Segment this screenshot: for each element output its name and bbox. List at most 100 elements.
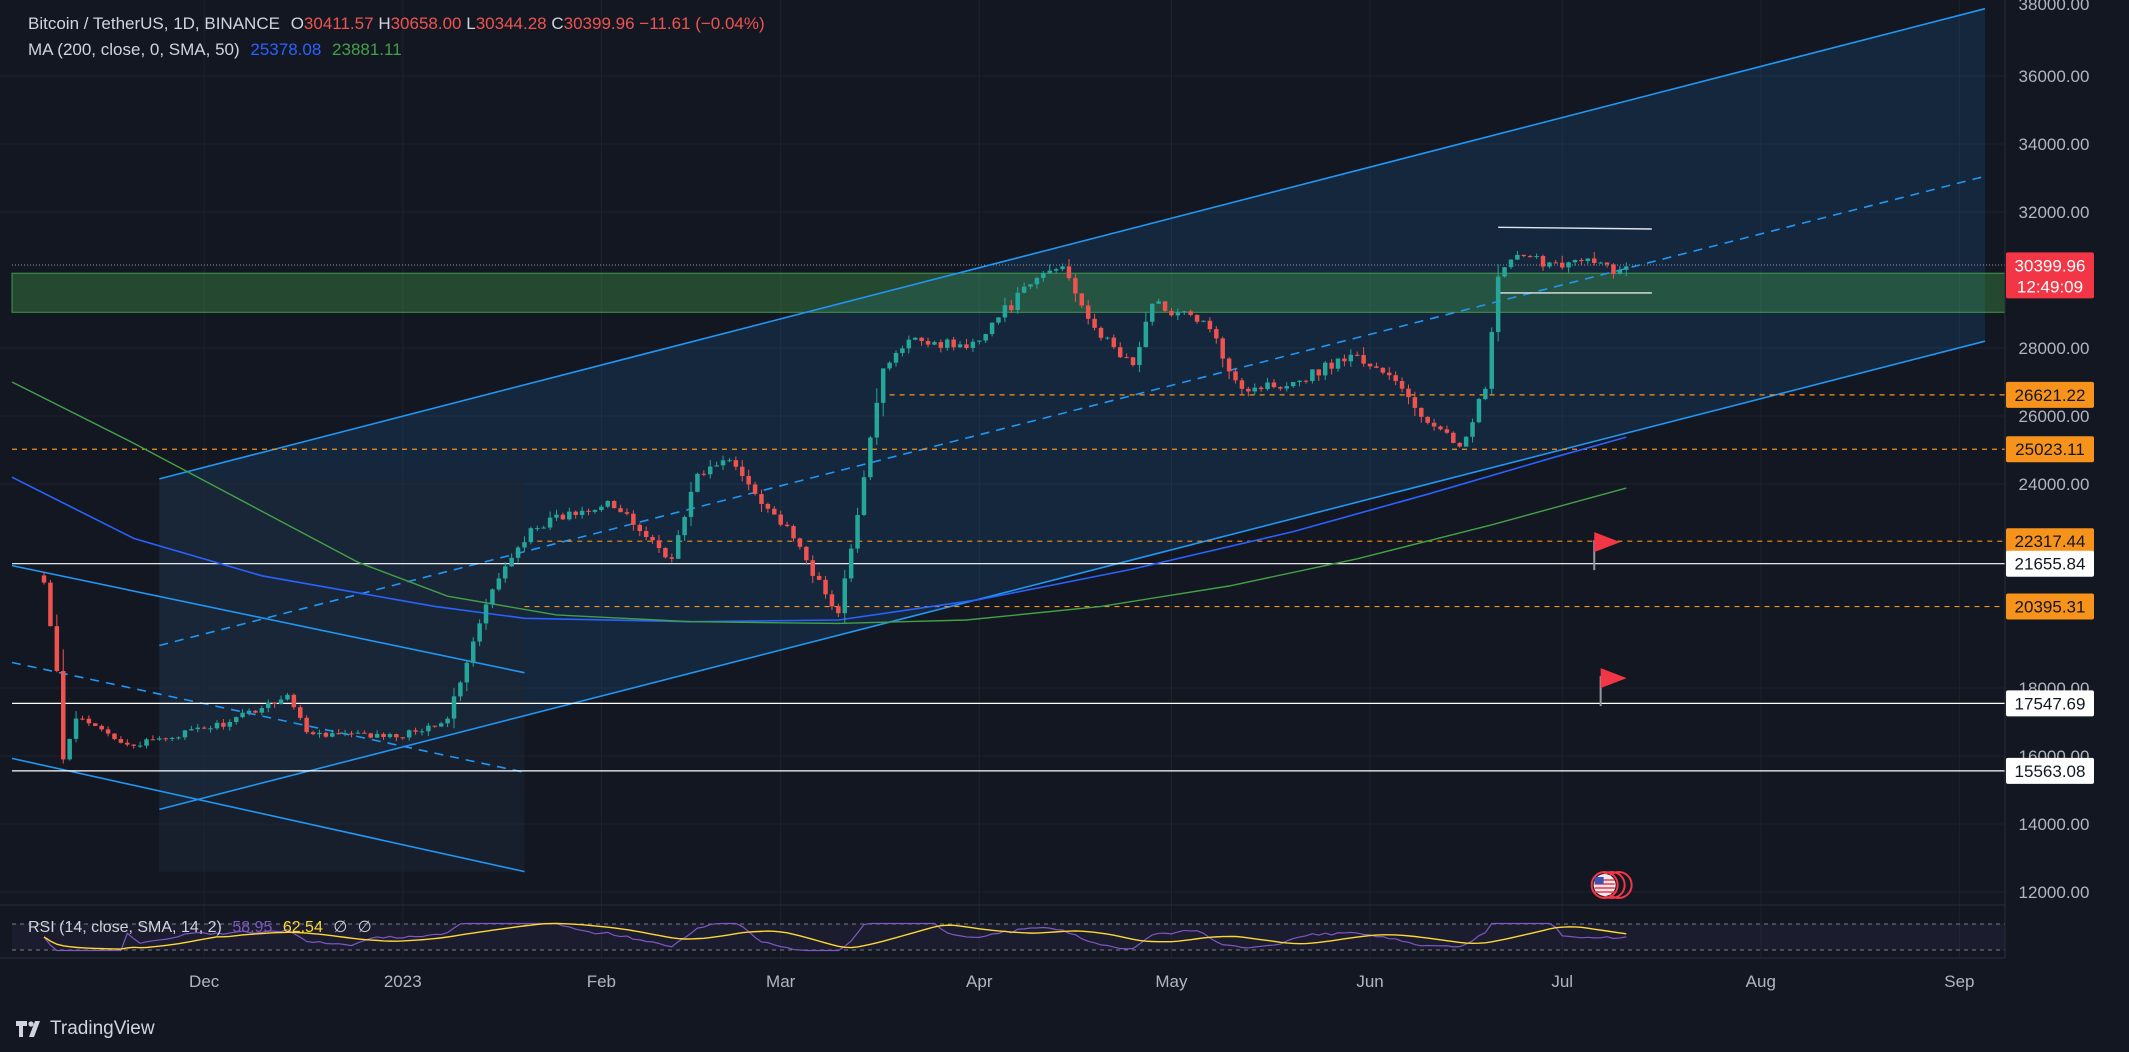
candle-body bbox=[1105, 337, 1110, 339]
level-price-label[interactable] bbox=[2006, 528, 2094, 555]
rsi-ma-line bbox=[43, 922, 1627, 950]
flag-icon[interactable] bbox=[1594, 532, 1621, 553]
candle-body bbox=[1451, 432, 1456, 443]
candle-body bbox=[93, 723, 98, 726]
candle-body bbox=[1252, 387, 1257, 392]
candle-body bbox=[1348, 354, 1354, 362]
symbol-title[interactable]: Bitcoin / TetherUS, 1D, BINANCE bbox=[28, 14, 280, 33]
candle-body bbox=[464, 662, 470, 683]
candle-body bbox=[413, 730, 418, 732]
candle-body bbox=[720, 460, 726, 466]
price-axis[interactable]: 36000.00 34000.00 32000.00 28000.00 26000.00… bbox=[2004, 0, 2094, 958]
candle-body bbox=[1137, 347, 1142, 365]
candle-body bbox=[1559, 262, 1565, 268]
candle-body bbox=[1489, 332, 1494, 389]
candle-body bbox=[637, 524, 643, 532]
level-price-label[interactable] bbox=[2006, 593, 2094, 620]
level-price-label-text: 15563.08 bbox=[2015, 762, 2086, 781]
candle-body bbox=[112, 733, 117, 740]
ma-label[interactable]: MA (200, close, 0, SMA, 50) bbox=[28, 40, 240, 59]
candle-body bbox=[945, 339, 950, 348]
candle-body bbox=[823, 579, 828, 595]
price-tick-label: 12000.00 bbox=[2019, 883, 2090, 902]
candle-body bbox=[1502, 267, 1507, 277]
level-price-label-text: 22317.44 bbox=[2015, 532, 2086, 551]
candle-body bbox=[265, 702, 271, 709]
candle-body bbox=[887, 362, 892, 369]
candle-body bbox=[118, 739, 124, 743]
candle-body bbox=[675, 535, 681, 559]
candle-body bbox=[855, 515, 860, 549]
candle-body bbox=[611, 501, 617, 509]
candle-body bbox=[977, 340, 982, 342]
time-tick-label: May bbox=[1155, 972, 1188, 991]
candle-body bbox=[201, 727, 207, 729]
candle-body bbox=[1463, 436, 1469, 447]
candle-body bbox=[1297, 380, 1302, 382]
level-price-label[interactable] bbox=[2006, 757, 2094, 784]
candle-body bbox=[272, 702, 277, 705]
channel-fill bbox=[159, 8, 1985, 810]
candle-body bbox=[1425, 416, 1430, 423]
candle-body bbox=[195, 727, 201, 730]
candle-body bbox=[605, 501, 610, 507]
candle-body bbox=[1572, 259, 1578, 263]
candle-body bbox=[829, 594, 835, 607]
level-price-label[interactable] bbox=[2006, 690, 2094, 717]
candle-body bbox=[663, 548, 668, 558]
candle-body bbox=[1624, 266, 1629, 270]
price-tick-label: 34000.00 bbox=[2019, 135, 2090, 154]
candle-body bbox=[567, 511, 572, 520]
candle-body bbox=[560, 514, 566, 520]
candle-body bbox=[727, 460, 732, 462]
candle-body bbox=[861, 477, 867, 516]
candle-body bbox=[618, 508, 623, 513]
candle-body bbox=[323, 732, 329, 737]
change-value: −11.61 (−0.04%) bbox=[639, 14, 765, 33]
candle-body bbox=[772, 508, 777, 515]
level-price-label[interactable] bbox=[2006, 550, 2094, 577]
candle-body bbox=[656, 540, 662, 549]
candle-body bbox=[759, 494, 764, 504]
candle-body bbox=[1527, 256, 1533, 258]
flag-icon[interactable] bbox=[1600, 668, 1627, 689]
level-price-label-text: 21655.84 bbox=[2015, 555, 2086, 574]
candle-body bbox=[342, 733, 348, 735]
current-price-label[interactable] bbox=[2006, 252, 2094, 299]
candle-body bbox=[445, 718, 450, 724]
price-tick-label: 14000.00 bbox=[2019, 815, 2090, 834]
candle-body bbox=[528, 528, 534, 543]
candle-body bbox=[1322, 362, 1328, 376]
candle-body bbox=[1124, 357, 1129, 359]
time-tick-label: Aug bbox=[1746, 972, 1776, 991]
candle-body bbox=[836, 606, 841, 614]
candle-body bbox=[643, 531, 649, 538]
candle-body bbox=[426, 725, 431, 732]
candle-body bbox=[259, 708, 265, 713]
candle-body bbox=[1316, 369, 1322, 376]
candle-body bbox=[1617, 269, 1623, 274]
candle-body bbox=[1149, 303, 1155, 322]
economic-event-icon[interactable] bbox=[1590, 871, 1619, 899]
candle-body bbox=[73, 718, 79, 739]
rsi-label[interactable]: RSI (14, close, SMA, 14, 2) bbox=[28, 919, 222, 936]
candle-body bbox=[1220, 338, 1225, 359]
candle-body bbox=[406, 730, 412, 738]
tradingview-logo[interactable]: TradingView bbox=[16, 1018, 155, 1040]
time-tick-label: Feb bbox=[587, 972, 616, 991]
level-price-label[interactable] bbox=[2006, 381, 2094, 408]
candle-body bbox=[1188, 311, 1193, 315]
candle-body bbox=[1079, 293, 1085, 306]
candle-body bbox=[650, 537, 655, 541]
candle-body bbox=[1246, 388, 1251, 392]
candle-body bbox=[1233, 371, 1238, 381]
close-value: 30399.96 bbox=[563, 14, 635, 33]
time-axis[interactable]: Dec 2023 Feb Mar Apr May Jun Jul Aug Sep bbox=[0, 957, 2005, 991]
candle-body bbox=[1611, 264, 1616, 274]
candle-body bbox=[182, 730, 188, 738]
countdown-text: 12:49:09 bbox=[2017, 277, 2083, 296]
candle-body bbox=[515, 547, 521, 558]
candle-body bbox=[374, 733, 380, 738]
level-price-label[interactable] bbox=[2006, 436, 2094, 463]
